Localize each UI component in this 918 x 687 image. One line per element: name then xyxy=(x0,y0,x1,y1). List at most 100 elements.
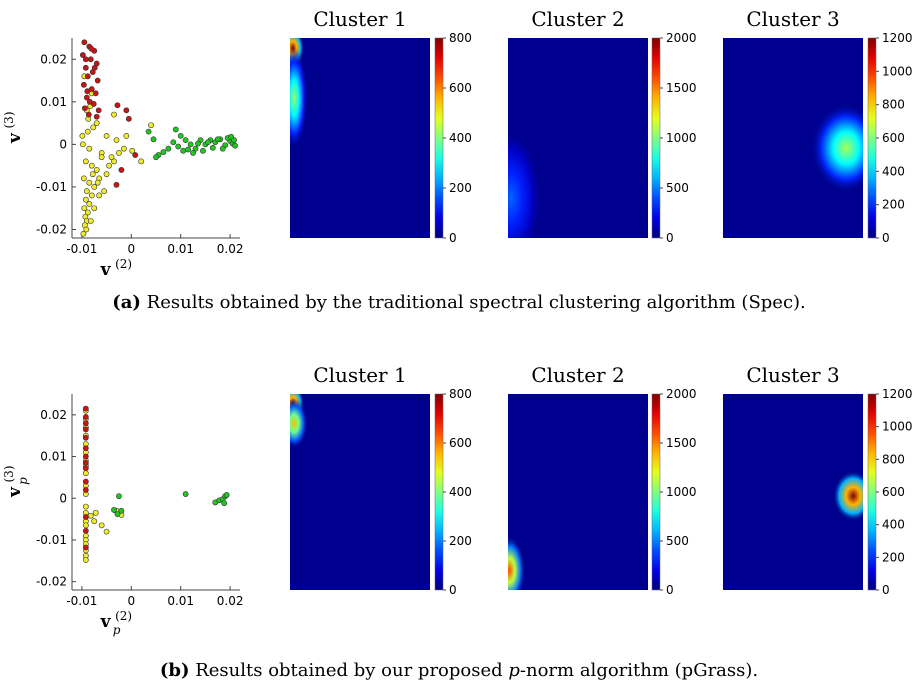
scatter-point-yellow xyxy=(83,226,90,233)
heatmap-blob xyxy=(508,127,543,238)
scatter-point-red xyxy=(82,459,89,466)
scatter-point-red xyxy=(82,544,89,551)
y-tick-label: 0.02 xyxy=(40,52,67,66)
scatter-point-yellow xyxy=(88,162,95,169)
scatter-point-yellow xyxy=(86,145,93,152)
scatter-point-yellow xyxy=(84,128,91,135)
colorbar-tick-label: 400 xyxy=(449,131,472,145)
y-axis-label-subscript: p xyxy=(16,477,30,485)
scatter-point-yellow xyxy=(98,154,105,161)
scatter-point-yellow xyxy=(90,124,97,131)
colorbar xyxy=(434,37,444,239)
y-tick-label: -0.01 xyxy=(36,180,67,194)
scatter-point-yellow xyxy=(88,192,95,199)
heatmap-blob-group xyxy=(508,535,526,590)
colorbar-tick-label: 600 xyxy=(449,436,472,450)
x-axis-label-superscript: (2) xyxy=(115,257,132,271)
y-tick-label: 0 xyxy=(59,491,67,505)
colorbar-tick-label: 200 xyxy=(882,550,905,564)
scatter-point-red xyxy=(82,414,89,420)
scatter-point-yellow xyxy=(79,132,86,139)
scatter-point-green xyxy=(145,128,152,135)
scatter-point-green xyxy=(182,491,189,497)
scatter-point-yellow xyxy=(82,557,89,563)
scatter-point-yellow xyxy=(93,120,100,127)
caption-tag: (b) xyxy=(159,660,190,681)
scatter-point-red xyxy=(91,64,98,71)
x-axis-label-superscript: (2) xyxy=(115,609,132,623)
caption-b: (b) Results obtained by our proposed p-n… xyxy=(0,660,918,681)
colorbar-tick-label: 0 xyxy=(882,583,890,597)
scatter-point-green xyxy=(232,142,238,149)
scatter-point-red xyxy=(82,465,89,472)
x-tick-label: 0 xyxy=(127,242,135,256)
heatmap-background xyxy=(508,394,648,590)
scatter-point-green xyxy=(187,141,194,148)
x-axis-label-subscript: p xyxy=(113,623,121,637)
scatter-point-red xyxy=(95,107,102,114)
x-axis-label-base: v xyxy=(100,260,112,280)
heatmap-blob-group xyxy=(290,394,308,449)
scatter-point-green xyxy=(170,139,177,146)
scatter-point-red xyxy=(85,111,92,118)
scatter-point-yellow xyxy=(111,111,117,118)
colorbar-tick-label: 0 xyxy=(666,231,674,245)
scatter-point-yellow xyxy=(103,528,110,535)
colorbar-tick-label: 600 xyxy=(449,81,472,95)
heatmap-title: Cluster 2 xyxy=(531,7,624,31)
heatmap-blob-group xyxy=(290,38,308,150)
colorbar-tick-label: 1000 xyxy=(882,64,913,78)
scatter-point-red xyxy=(84,73,91,80)
colorbar-tick-label: 400 xyxy=(882,164,905,178)
scatter-point-green xyxy=(190,149,196,156)
scatter-point-red xyxy=(125,115,132,122)
scatter-point-yellow xyxy=(82,522,89,529)
y-tick-label: 0 xyxy=(59,137,67,151)
scatter-point-green xyxy=(114,511,121,518)
y-tick-label: -0.02 xyxy=(36,222,67,236)
x-tick-label: 0 xyxy=(127,594,135,608)
scatter-point-red xyxy=(82,434,89,441)
colorbar-tick-label: 400 xyxy=(449,485,472,499)
scatter-point-yellow xyxy=(111,158,117,165)
scatter-point-red xyxy=(90,101,97,107)
scatter-point-red xyxy=(81,105,88,112)
scatter-point-red xyxy=(88,45,95,52)
heatmap-background xyxy=(290,394,430,590)
heatmap-title: Cluster 3 xyxy=(746,363,839,387)
x-axis-label-base: v xyxy=(100,612,112,632)
scatter-point-green xyxy=(165,145,172,152)
scatter-point-yellow xyxy=(91,205,98,212)
scatter-point-green xyxy=(175,143,182,150)
scatter-point-yellow xyxy=(82,503,89,510)
x-axis-label: v (2)p xyxy=(100,609,132,637)
colorbar-tick-label: 0 xyxy=(449,583,457,597)
scatter-point-green xyxy=(180,147,187,154)
y-axis-label-superscript: (3) xyxy=(2,466,16,483)
scatter-point-red xyxy=(82,64,89,71)
caption-tag: (a) xyxy=(112,292,141,313)
y-tick-label: -0.01 xyxy=(36,533,67,547)
heatmap-blob-group xyxy=(833,470,863,522)
scatter-point-green xyxy=(111,507,117,513)
scatter-point-green xyxy=(153,154,159,161)
heatmap-title: Cluster 3 xyxy=(746,7,839,31)
scatter-point-red xyxy=(82,453,89,460)
colorbar-tick-label: 1000 xyxy=(666,485,697,499)
y-tick-label: -0.02 xyxy=(36,575,67,589)
colorbar-tick-label: 800 xyxy=(882,98,905,112)
scatter-point-red xyxy=(83,94,90,101)
colorbar xyxy=(651,393,661,591)
scatter-point-yellow xyxy=(98,522,105,529)
scatter-point-yellow xyxy=(116,149,122,156)
colorbar-tick-label: 400 xyxy=(882,518,905,532)
scatter-point-green xyxy=(160,149,167,155)
scatter-point-yellow xyxy=(93,167,100,173)
scatter-point-yellow xyxy=(91,184,98,190)
scatter-point-yellow xyxy=(91,518,98,525)
colorbar-tick-label: 800 xyxy=(449,31,472,45)
scatter-point-yellow xyxy=(87,512,94,519)
x-tick-label: 0.01 xyxy=(167,242,194,256)
scatter-point-red xyxy=(82,426,89,433)
